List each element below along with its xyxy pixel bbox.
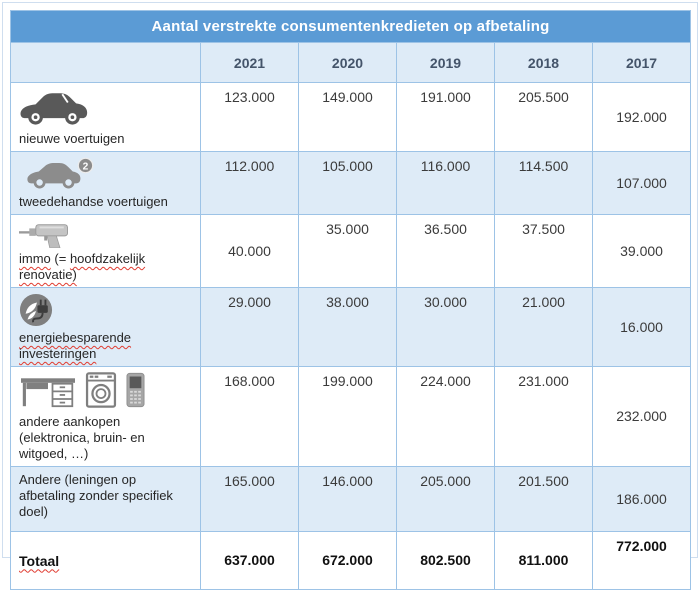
value-cell: 123.000 bbox=[200, 82, 299, 152]
row-label: tweedehandse voertuigen bbox=[19, 194, 168, 209]
table-row-total: Totaal 637.000 672.000 802.500 811.000 7… bbox=[10, 531, 692, 590]
year-header-2020: 2020 bbox=[298, 42, 397, 83]
value-cell: 192.000 bbox=[591, 82, 692, 152]
value-cell: 186.000 bbox=[591, 466, 692, 532]
value-cell: 199.000 bbox=[298, 366, 397, 467]
total-label: Totaal bbox=[19, 552, 60, 569]
value-cell: 37.500 bbox=[494, 214, 593, 288]
energy-saving-icon bbox=[19, 293, 192, 327]
total-value-cell: 672.000 bbox=[298, 531, 397, 590]
value-cell: 146.000 bbox=[298, 466, 397, 532]
table-row-new-vehicles: nieuwe voertuigen 123.000 149.000 191.00… bbox=[10, 82, 692, 152]
total-value-cell: 802.500 bbox=[396, 531, 495, 590]
value-cell: 224.000 bbox=[396, 366, 495, 467]
total-value-cell: 637.000 bbox=[200, 531, 299, 590]
row-label: Andere (leningen op afbetaling zonder sp… bbox=[19, 472, 173, 519]
table-row-used-vehicles: 2 tweedehandse voertuigen 112.000 105.00… bbox=[10, 151, 692, 215]
total-value-cell: 772.000 bbox=[591, 531, 692, 590]
value-cell: 36.500 bbox=[396, 214, 495, 288]
row-label: andere aankopen (elektronica, bruin- en … bbox=[19, 414, 145, 461]
year-header-2018: 2018 bbox=[494, 42, 593, 83]
row-label: nieuwe voertuigen bbox=[19, 131, 125, 146]
year-header-2021: 2021 bbox=[200, 42, 299, 83]
new-car-icon bbox=[19, 88, 192, 128]
year-header-row: 2021 2020 2019 2018 2017 bbox=[10, 42, 692, 83]
drill-icon bbox=[19, 220, 192, 248]
value-cell: 38.000 bbox=[298, 287, 397, 367]
value-cell: 232.000 bbox=[591, 366, 692, 467]
badge-2-label: 2 bbox=[83, 161, 89, 172]
value-cell: 105.000 bbox=[298, 151, 397, 215]
value-cell: 114.500 bbox=[494, 151, 593, 215]
value-cell: 231.000 bbox=[494, 366, 593, 467]
year-header-2019: 2019 bbox=[396, 42, 495, 83]
year-header-2017: 2017 bbox=[591, 42, 692, 83]
row-label: energiebesparende investeringen bbox=[19, 330, 132, 361]
title-row: Aantal verstrekte consumentenkredieten o… bbox=[9, 10, 692, 43]
table-row-immo: immo (= hoofdzakelijk renovatie) 40.000 … bbox=[10, 214, 692, 288]
value-cell: 21.000 bbox=[494, 287, 593, 367]
corner-cell bbox=[10, 42, 201, 83]
value-cell: 149.000 bbox=[298, 82, 397, 152]
table-title: Aantal verstrekte consumentenkredieten o… bbox=[9, 10, 692, 43]
value-cell: 107.000 bbox=[591, 151, 692, 215]
value-cell: 112.000 bbox=[200, 151, 299, 215]
value-cell: 205.500 bbox=[494, 82, 593, 152]
value-cell: 191.000 bbox=[396, 82, 495, 152]
value-cell: 39.000 bbox=[591, 214, 692, 288]
value-cell: 201.500 bbox=[494, 466, 593, 532]
value-cell: 40.000 bbox=[200, 214, 299, 288]
value-cell: 205.000 bbox=[396, 466, 495, 532]
washing-machine-icon bbox=[85, 372, 117, 411]
row-label: immo (= hoofdzakelijk renovatie) bbox=[19, 251, 146, 282]
table-row-energy-saving: energiebesparende investeringen 29.000 3… bbox=[10, 287, 692, 367]
consumer-credit-table: Aantal verstrekte consumentenkredieten o… bbox=[9, 10, 692, 590]
value-cell: 168.000 bbox=[200, 366, 299, 467]
value-cell: 29.000 bbox=[200, 287, 299, 367]
table-row-other-loans: Andere (leningen op afbetaling zonder sp… bbox=[10, 466, 692, 532]
table-row-other-purchases: andere aankopen (elektronica, bruin- en … bbox=[10, 366, 692, 467]
mobile-phone-icon bbox=[125, 372, 146, 411]
value-cell: 16.000 bbox=[591, 287, 692, 367]
value-cell: 116.000 bbox=[396, 151, 495, 215]
desk-icon bbox=[19, 372, 77, 411]
total-value-cell: 811.000 bbox=[494, 531, 593, 590]
value-cell: 165.000 bbox=[200, 466, 299, 532]
used-car-icon: 2 bbox=[19, 157, 192, 191]
value-cell: 30.000 bbox=[396, 287, 495, 367]
value-cell: 35.000 bbox=[298, 214, 397, 288]
